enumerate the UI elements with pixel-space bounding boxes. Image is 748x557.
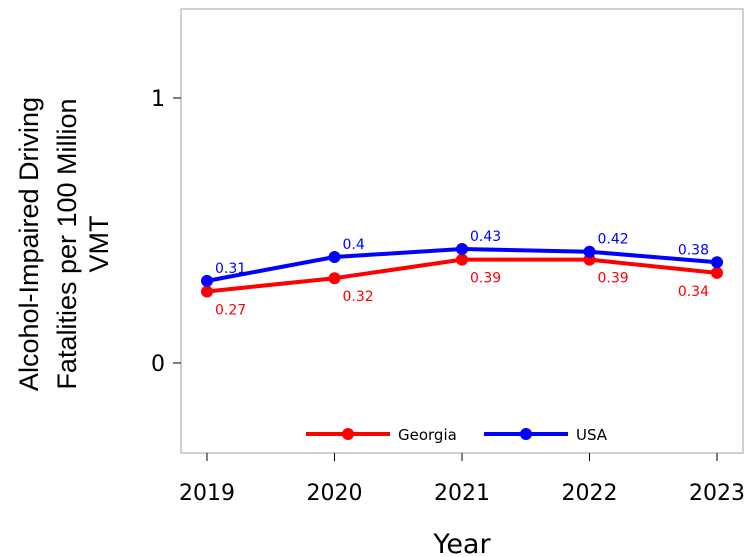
x-tick-label: 2020 bbox=[307, 481, 363, 506]
data-label: 0.38 bbox=[678, 242, 709, 258]
axis-ticks: 0 1 2019 2020 2021 2022 2023 bbox=[151, 87, 745, 506]
x-axis-label: Year bbox=[432, 529, 491, 557]
x-tick-label: 2023 bbox=[689, 481, 745, 506]
data-label: 0.39 bbox=[598, 271, 629, 287]
y-tick-label: 1 bbox=[151, 87, 165, 112]
series-layer: 0.27 0.32 0.39 0.39 0.34 0.31 0.4 0.43 0.42 0.38 bbox=[201, 229, 723, 318]
y-axis-label-line: Fatalities per 100 Million bbox=[52, 98, 82, 389]
data-point bbox=[456, 253, 468, 266]
data-point bbox=[456, 243, 468, 256]
plot-frame bbox=[180, 8, 744, 454]
data-point bbox=[201, 274, 213, 287]
legend-label: Georgia bbox=[398, 426, 457, 444]
legend: Georgia USA bbox=[306, 426, 608, 444]
data-point bbox=[201, 285, 213, 298]
x-tick-label: 2019 bbox=[179, 481, 235, 506]
data-point bbox=[711, 266, 723, 279]
y-tick-label: 0 bbox=[151, 352, 165, 377]
x-tick-label: 2022 bbox=[562, 481, 618, 506]
data-label: 0.4 bbox=[343, 237, 365, 253]
data-point bbox=[711, 256, 723, 269]
legend-swatch-marker bbox=[342, 428, 354, 440]
data-label: 0.32 bbox=[343, 289, 374, 305]
legend-label: USA bbox=[576, 426, 608, 444]
legend-item-georgia: Georgia bbox=[306, 426, 457, 444]
y-axis-label-line: Alcohol-Impaired Driving bbox=[14, 97, 44, 391]
legend-item-usa: USA bbox=[484, 426, 608, 444]
data-label: 0.31 bbox=[215, 261, 246, 277]
data-label: 0.27 bbox=[215, 302, 246, 318]
data-point bbox=[583, 245, 596, 258]
y-axis-label: Alcohol-Impaired Driving Fatalities per 1… bbox=[14, 97, 114, 391]
x-tick-label: 2021 bbox=[434, 481, 490, 506]
data-label: 0.43 bbox=[470, 229, 501, 245]
y-axis-label-line: VMT bbox=[84, 216, 114, 273]
data-label: 0.34 bbox=[678, 284, 709, 300]
series-georgia: 0.27 0.32 0.39 0.39 0.34 bbox=[201, 253, 723, 318]
data-label: 0.39 bbox=[470, 271, 501, 287]
data-point bbox=[328, 251, 341, 263]
series-usa: 0.31 0.4 0.43 0.42 0.38 bbox=[201, 229, 723, 287]
data-label: 0.42 bbox=[598, 232, 629, 248]
legend-swatch-marker bbox=[520, 428, 532, 440]
data-point bbox=[328, 272, 341, 285]
